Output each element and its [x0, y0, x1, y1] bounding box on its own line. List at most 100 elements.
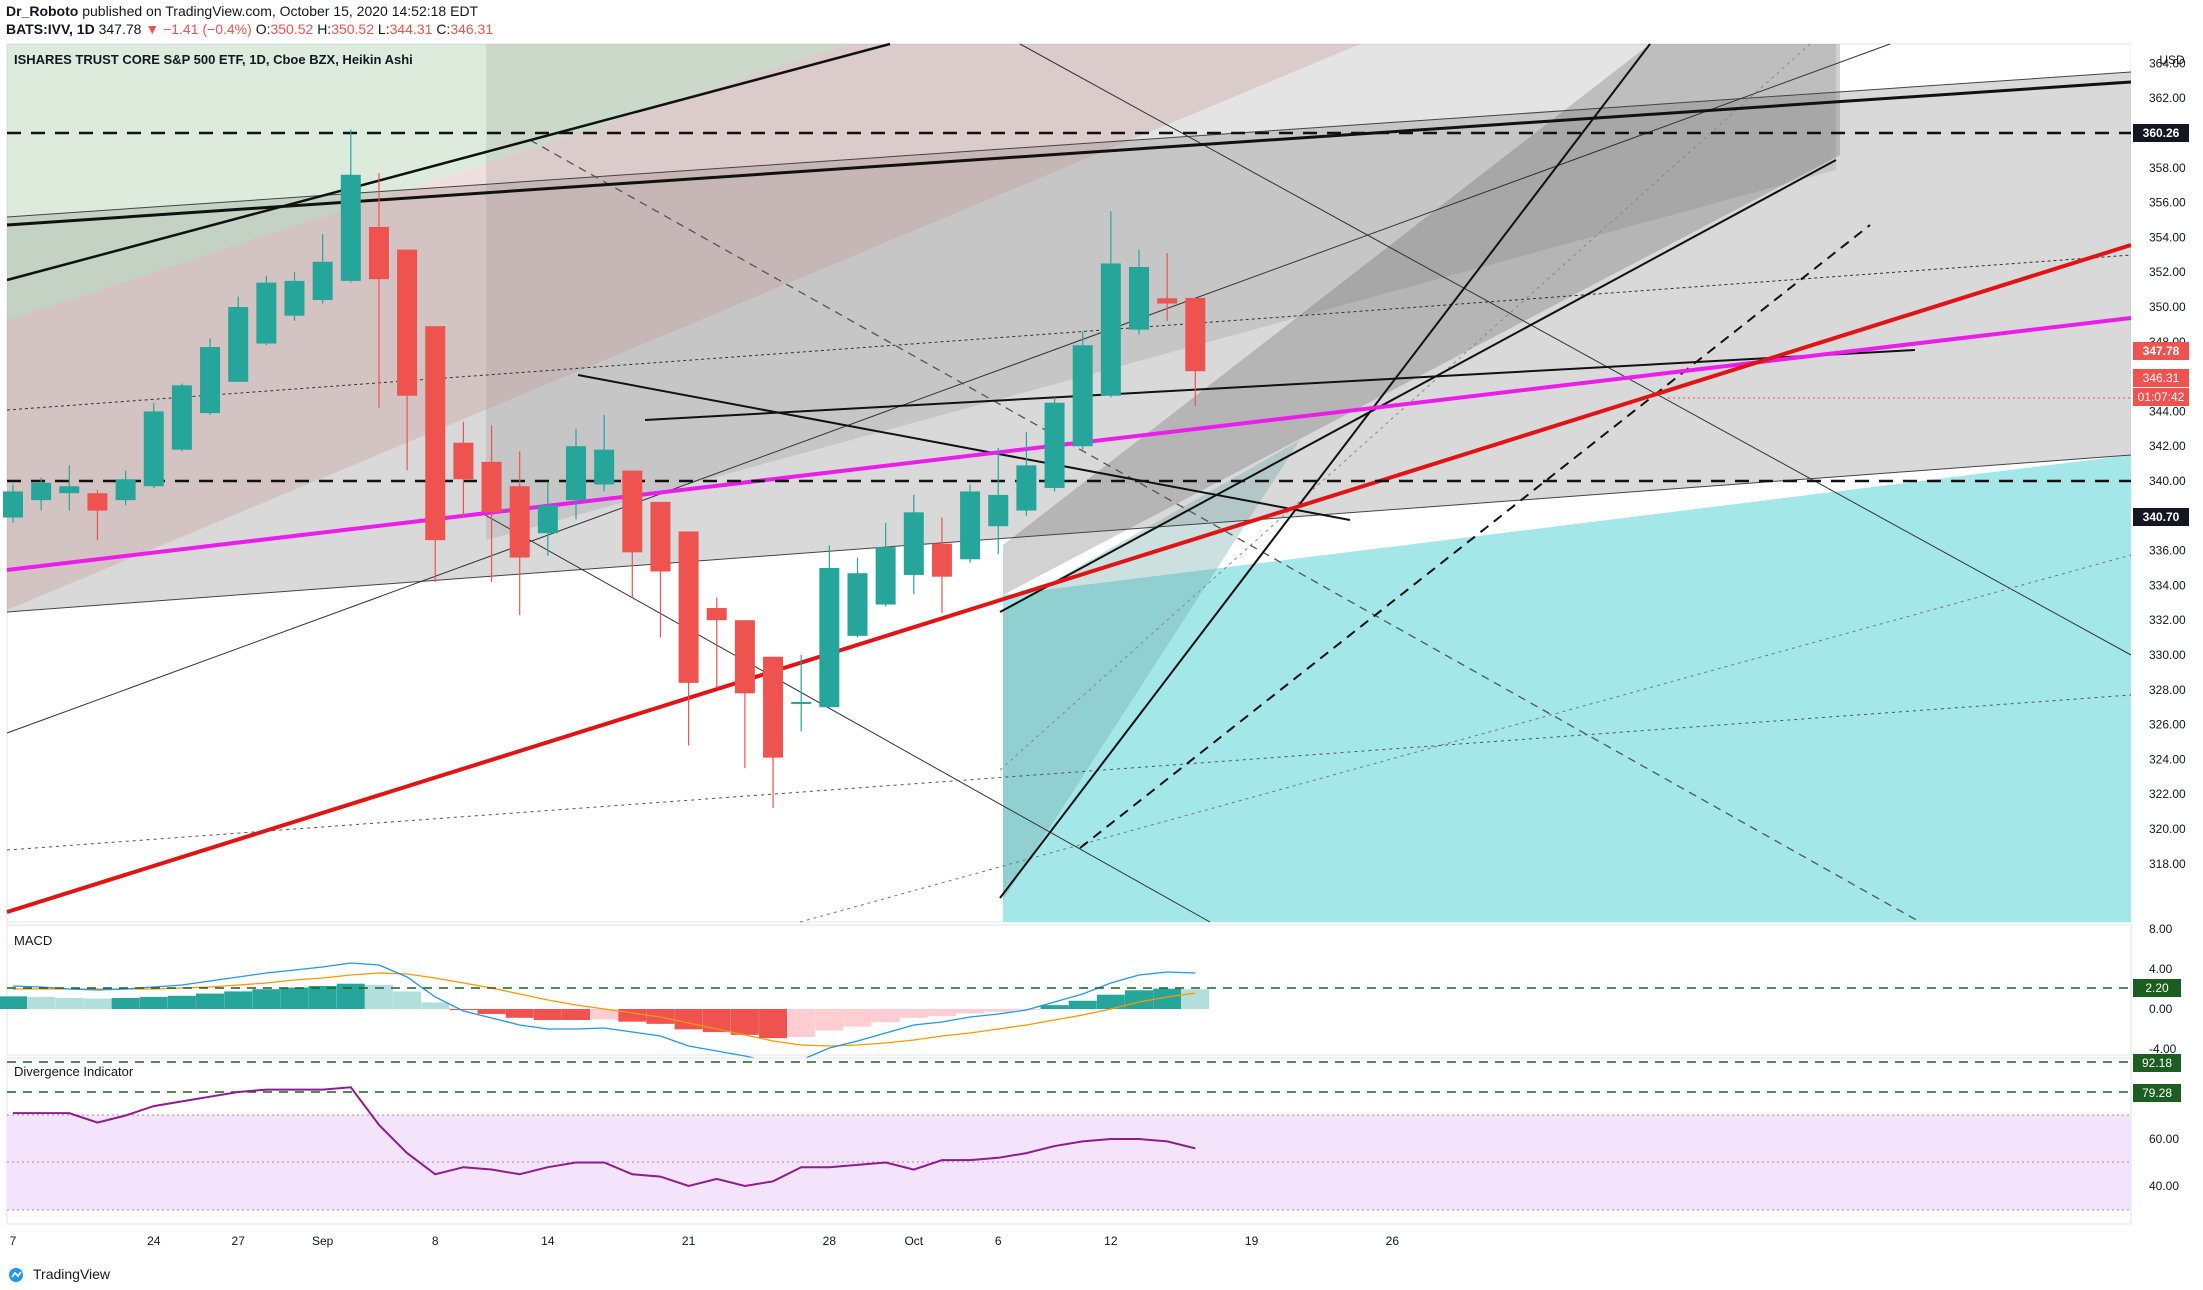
candle[interactable] — [566, 428, 586, 520]
candles-layer[interactable] — [3, 129, 1206, 809]
black-dashed-uptrend[interactable] — [1079, 224, 1871, 849]
macd-histogram-bar — [252, 989, 281, 1009]
candle[interactable] — [537, 482, 558, 556]
candle[interactable] — [622, 470, 643, 598]
publish-info: Dr_Roboto published on TradingView.com, … — [6, 3, 478, 19]
macd-histogram-bar — [787, 1009, 816, 1038]
dotted-resistance[interactable] — [6, 254, 2132, 411]
candle[interactable] — [1185, 297, 1206, 407]
candle[interactable] — [87, 489, 108, 541]
interval: 1D — [76, 21, 95, 37]
tradingview-brand: TradingView — [33, 1266, 111, 1282]
candle[interactable] — [3, 484, 23, 523]
time-axis[interactable]: 7 24 27 Sep 8 14 21 28 Oct 6 12 19 26 — [10, 1234, 1400, 1248]
dotted-support[interactable] — [6, 694, 2132, 851]
macd-layer[interactable] — [0, 962, 1210, 1063]
candle[interactable] — [59, 465, 80, 511]
channel-top-line[interactable] — [6, 71, 2132, 218]
candle[interactable] — [1016, 432, 1037, 516]
time-axis-label: 19 — [1245, 1234, 1259, 1248]
candle[interactable] — [312, 233, 333, 304]
candle[interactable] — [340, 129, 361, 283]
candle[interactable] — [875, 522, 896, 607]
candle[interactable] — [143, 402, 164, 488]
macd-line[interactable] — [12, 962, 1196, 1063]
price-axis-label: 364.00 — [2149, 56, 2186, 70]
candle[interactable] — [650, 501, 671, 638]
candle[interactable] — [115, 470, 136, 506]
magenta-trend-line[interactable] — [6, 316, 2132, 572]
divergence-upper-tag: 92.18 — [2133, 1054, 2181, 1072]
divergence-layer[interactable] — [13, 1086, 1196, 1188]
candle[interactable] — [256, 275, 277, 346]
divergence-label[interactable]: Divergence Indicator — [14, 1064, 134, 1079]
price-axis-bg[interactable] — [2131, 44, 2203, 922]
black-trend-top[interactable] — [6, 42, 891, 282]
macd-label[interactable]: MACD — [14, 933, 53, 948]
candle[interactable] — [1072, 331, 1093, 450]
macd-axis-label: 0.00 — [2149, 1002, 2173, 1016]
candle[interactable] — [706, 597, 727, 689]
candle[interactable] — [1100, 211, 1121, 398]
candle[interactable] — [1044, 397, 1065, 492]
candle[interactable] — [847, 557, 868, 638]
black-uptrend-b[interactable] — [999, 159, 1837, 613]
candle-body — [903, 512, 924, 575]
black-flat-line[interactable] — [644, 349, 1916, 421]
candle[interactable] — [819, 545, 840, 708]
candle-body — [481, 461, 502, 513]
downtrend-line-a[interactable] — [484, 514, 1211, 923]
candle[interactable] — [1129, 249, 1149, 335]
candle[interactable] — [453, 421, 474, 518]
red-trend-line[interactable] — [6, 243, 2132, 914]
candle[interactable] — [734, 620, 755, 769]
chart-drawings[interactable] — [6, 42, 2132, 923]
macd-axis[interactable]: 8.00 4.00 0.00 -4.00 — [2149, 922, 2177, 1056]
candle-body — [115, 479, 136, 501]
candle[interactable] — [678, 531, 699, 746]
candle[interactable] — [31, 477, 52, 511]
candle[interactable] — [425, 326, 446, 582]
black-diagonal[interactable] — [577, 374, 1351, 521]
trend-line-thin[interactable] — [6, 43, 1891, 734]
divergence-line[interactable] — [13, 1086, 1196, 1188]
macd-histogram-bar — [393, 991, 422, 1009]
divergence-axis[interactable]: 60.00 40.00 — [2149, 1132, 2179, 1193]
candle[interactable] — [200, 338, 221, 415]
candle[interactable] — [931, 517, 952, 614]
last-price-tag: 347.78 — [2143, 344, 2180, 358]
macd-histogram-bar — [224, 991, 253, 1009]
candle[interactable] — [481, 425, 502, 582]
candle[interactable] — [791, 655, 812, 732]
candle[interactable] — [988, 447, 1009, 555]
candle[interactable] — [397, 249, 418, 471]
channel-bottom-line[interactable] — [6, 454, 2132, 613]
candle[interactable] — [1157, 253, 1178, 321]
open-value: 350.52 — [270, 21, 314, 37]
tradingview-logo[interactable]: TradingView — [8, 1266, 110, 1283]
time-axis-label: 14 — [541, 1234, 555, 1248]
symbol-name[interactable]: BATS:IVV, — [6, 21, 73, 37]
candle[interactable] — [960, 484, 981, 563]
candle[interactable] — [284, 272, 305, 321]
macd-histogram-bar — [984, 1009, 1013, 1012]
author-name[interactable]: Dr_Roboto — [6, 3, 79, 19]
black-resistance[interactable] — [6, 80, 2132, 227]
candle[interactable] — [903, 494, 924, 595]
macd-histogram-bar — [364, 984, 393, 1009]
dotted-support-2[interactable] — [799, 554, 2132, 923]
candle[interactable] — [228, 296, 249, 382]
candle[interactable] — [594, 414, 615, 492]
currency-label[interactable]: USD — [2159, 53, 2185, 67]
candle[interactable] — [171, 383, 192, 452]
candle-body — [988, 494, 1009, 527]
candle[interactable] — [368, 173, 389, 408]
candle[interactable] — [763, 656, 784, 809]
open-label: O: — [255, 21, 271, 37]
gray-channel — [7, 72, 2131, 612]
candle[interactable] — [509, 451, 530, 615]
black-uptrend-a[interactable] — [999, 43, 1651, 899]
macd-signal-line[interactable] — [13, 972, 1196, 1047]
price-axis[interactable]: 364.00362.00360.00358.00356.00354.00352.… — [2149, 56, 2186, 870]
